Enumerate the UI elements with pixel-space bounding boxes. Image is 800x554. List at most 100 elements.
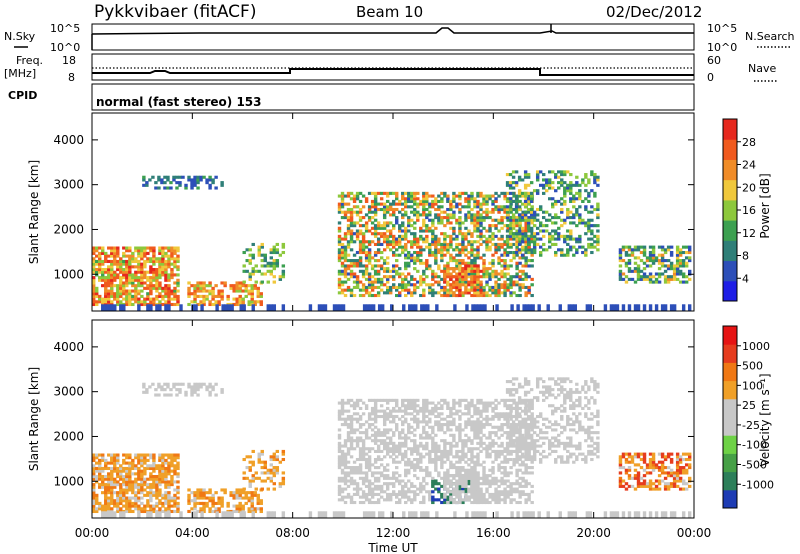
power-cell xyxy=(402,304,406,311)
power-cell xyxy=(518,261,522,265)
velocity-cell xyxy=(272,452,277,456)
power-cell xyxy=(509,283,513,287)
power-cell xyxy=(654,259,659,263)
velocity-cell xyxy=(110,493,114,497)
velocity-cell xyxy=(173,509,177,514)
velocity-cell xyxy=(370,409,375,413)
power-cell xyxy=(193,297,197,301)
velocity-cell xyxy=(367,460,372,464)
power-cell xyxy=(449,213,453,217)
power-cell xyxy=(419,245,423,249)
velocity-cell xyxy=(467,463,471,467)
velocity-cell xyxy=(425,490,429,494)
power-cell xyxy=(482,194,486,198)
power-cell xyxy=(515,261,519,265)
velocity-cell xyxy=(382,398,387,402)
velocity-cell xyxy=(464,433,468,437)
power-cell xyxy=(373,226,378,230)
power-cell xyxy=(541,216,546,220)
power-cell xyxy=(518,216,522,220)
power-cell xyxy=(367,218,372,222)
velocity-cell xyxy=(503,431,507,435)
power-cell xyxy=(229,284,233,288)
power-cell xyxy=(173,265,177,269)
velocity-cell xyxy=(470,466,474,470)
power-cell xyxy=(160,181,164,185)
power-cell xyxy=(281,264,286,268)
power-cell xyxy=(191,304,195,311)
power-cell xyxy=(535,242,540,246)
velocity-cell xyxy=(352,492,357,497)
power-cell xyxy=(122,289,126,293)
velocity-cell xyxy=(395,404,399,408)
power-cell xyxy=(413,240,417,244)
power-cell xyxy=(140,281,144,285)
power-cell xyxy=(358,261,363,265)
power-cell xyxy=(455,245,459,249)
velocity-cell xyxy=(385,444,390,448)
power-cell xyxy=(545,178,549,182)
power-cell xyxy=(596,175,600,179)
velocity-cell xyxy=(410,439,414,443)
velocity-cell xyxy=(220,390,224,394)
velocity-cell xyxy=(346,449,351,453)
power-cell xyxy=(464,232,468,236)
velocity-cell xyxy=(358,425,363,429)
velocity-cell xyxy=(425,401,429,405)
power-cell xyxy=(535,207,540,212)
power-cell xyxy=(364,256,369,260)
power-cell xyxy=(521,210,525,214)
power-cell xyxy=(639,275,644,279)
velocity-cell xyxy=(226,504,230,508)
power-cell xyxy=(508,234,513,238)
velocity-cell xyxy=(385,468,390,472)
velocity-cell xyxy=(164,461,168,465)
power-cell xyxy=(373,197,378,201)
power-cell xyxy=(385,210,390,214)
power-cell xyxy=(379,277,384,281)
power-cell xyxy=(263,264,267,268)
power-cell xyxy=(566,229,570,233)
power-cell xyxy=(361,248,366,252)
power-cell xyxy=(446,275,450,279)
power-cell xyxy=(554,199,558,203)
velocity-cell xyxy=(398,433,402,437)
power-cell xyxy=(346,245,351,249)
power-cell xyxy=(428,226,432,230)
velocity-cell xyxy=(488,468,492,472)
velocity-cell xyxy=(500,423,504,427)
power-cell xyxy=(467,256,471,260)
power-cell xyxy=(434,245,438,249)
power-cell xyxy=(155,281,159,285)
power-cell xyxy=(464,288,468,292)
power-cell xyxy=(639,277,644,281)
velocity-cell xyxy=(149,472,153,476)
power-cell xyxy=(473,229,477,233)
velocity-cell xyxy=(193,499,197,503)
velocity-cell xyxy=(367,482,372,486)
power-cell xyxy=(382,261,387,265)
velocity-cell xyxy=(437,449,441,453)
velocity-cell xyxy=(361,490,366,494)
power-cell xyxy=(143,273,147,277)
power-cell xyxy=(214,300,218,304)
power-cell xyxy=(404,199,408,203)
power-cell xyxy=(104,286,108,290)
power-cell xyxy=(388,191,393,195)
power-cell xyxy=(467,283,471,287)
power-cell xyxy=(137,267,141,272)
power-cell xyxy=(152,267,156,272)
power-cell xyxy=(527,250,531,255)
power-cell xyxy=(416,250,420,255)
power-cell xyxy=(110,300,114,304)
power-cell xyxy=(541,173,546,177)
power-cell xyxy=(272,245,277,249)
power-cell xyxy=(140,262,144,266)
velocity-cell xyxy=(476,495,480,499)
velocity-cell xyxy=(509,452,513,456)
velocity-cell xyxy=(491,468,495,472)
power-cell xyxy=(627,269,632,273)
velocity-cell xyxy=(431,444,435,448)
velocity-cell xyxy=(92,477,96,481)
power-cell xyxy=(140,246,144,250)
